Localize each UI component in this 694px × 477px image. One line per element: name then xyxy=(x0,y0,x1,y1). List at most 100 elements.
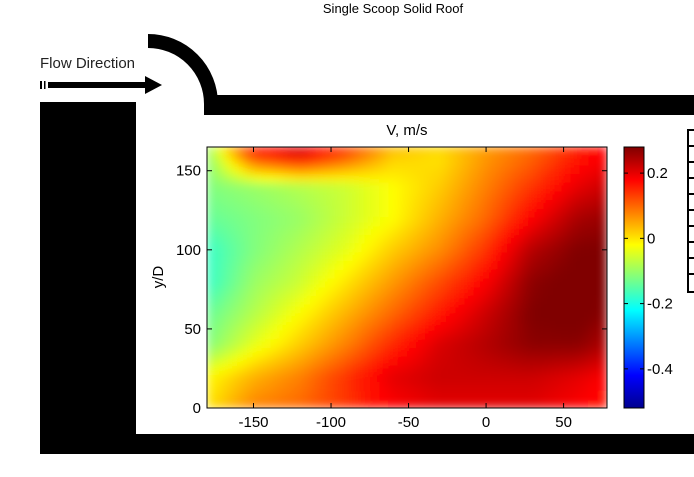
heatmap-cell xyxy=(215,329,226,339)
heatmap-cell xyxy=(224,364,235,374)
heatmap-cell xyxy=(297,355,308,365)
heatmap-cell xyxy=(451,390,463,400)
heatmap-cell xyxy=(433,190,444,200)
heatmap-cell xyxy=(242,285,253,296)
heatmap-cell xyxy=(542,398,553,408)
heatmap-cell xyxy=(515,268,526,278)
heatmap-cell xyxy=(361,155,372,165)
heatmap-cell xyxy=(270,294,281,305)
heatmap-cell xyxy=(479,311,490,322)
heatmap-cell xyxy=(524,355,535,365)
heatmap-cell xyxy=(388,190,399,200)
heatmap-cell xyxy=(306,372,317,383)
heatmap-cell xyxy=(479,250,490,261)
heatmap-cell xyxy=(279,329,290,339)
heatmap-cell xyxy=(551,398,563,408)
heatmap-cell xyxy=(515,163,526,174)
heatmap-cell xyxy=(397,259,408,270)
heatmap-cell xyxy=(288,163,299,174)
heatmap-cell xyxy=(588,224,599,235)
heatmap-cell xyxy=(551,268,563,278)
heatmap-cell xyxy=(451,320,463,331)
heatmap-cell xyxy=(442,147,453,157)
heatmap-cell xyxy=(251,364,263,374)
heatmap-cell xyxy=(233,242,244,252)
heatmap-cell xyxy=(470,277,481,287)
heatmap-cell xyxy=(424,311,435,322)
heatmap-cell xyxy=(215,250,226,261)
heatmap-cell xyxy=(342,207,353,218)
heatmap-cell xyxy=(433,346,444,357)
heatmap-cell xyxy=(261,294,272,305)
heatmap-cell xyxy=(224,242,235,252)
heatmap-cell xyxy=(488,163,499,174)
heatmap-cell xyxy=(379,190,390,200)
heatmap-cell xyxy=(315,163,326,174)
heatmap-cell xyxy=(551,242,563,252)
heatmap-cell xyxy=(442,242,453,252)
heatmap-cell xyxy=(433,216,444,226)
heatmap-cell xyxy=(306,303,317,313)
heatmap-cell xyxy=(433,355,444,365)
heatmap-cell xyxy=(324,355,335,365)
heatmap-cell xyxy=(351,181,363,191)
heatmap-cell xyxy=(342,303,353,313)
heatmap-cell xyxy=(207,346,217,357)
heatmap-cell xyxy=(506,381,517,392)
heatmap-cell xyxy=(597,250,607,261)
heatmap-cell xyxy=(415,311,426,322)
heatmap-cell xyxy=(415,233,426,244)
heatmap-cell xyxy=(251,303,263,313)
heatmap-cell xyxy=(488,285,499,296)
heatmap-cell xyxy=(251,233,263,244)
heatmap-cell xyxy=(451,242,463,252)
heatmap-cell xyxy=(461,190,472,200)
heatmap-cell xyxy=(479,372,490,383)
heatmap-cell xyxy=(333,372,344,383)
heatmap-cell xyxy=(570,216,581,226)
heatmap-cell xyxy=(506,259,517,270)
heatmap-cell xyxy=(451,233,463,244)
heatmap-cell xyxy=(333,190,344,200)
heatmap-cell xyxy=(306,320,317,331)
heatmap-cell xyxy=(506,155,517,165)
heatmap-cell xyxy=(442,303,453,313)
heatmap-cell xyxy=(515,294,526,305)
heatmap-cell xyxy=(251,372,263,383)
heatmap-cell xyxy=(451,163,463,174)
heatmap-cell xyxy=(551,311,563,322)
heatmap-cell xyxy=(233,163,244,174)
heatmap-cell xyxy=(279,285,290,296)
heatmap-cell xyxy=(406,381,417,392)
heatmap-cell xyxy=(215,172,226,183)
heatmap-cell xyxy=(279,390,290,400)
heatmap-cell xyxy=(370,233,381,244)
heatmap-cell xyxy=(233,147,244,157)
heatmap-cell xyxy=(370,242,381,252)
heatmap-cell xyxy=(297,303,308,313)
heatmap-cell xyxy=(251,147,263,157)
heatmap-cell xyxy=(561,163,572,174)
heatmap-cell xyxy=(370,381,381,392)
heatmap-cell xyxy=(588,172,599,183)
heatmap-cell xyxy=(270,242,281,252)
heatmap-cell xyxy=(306,207,317,218)
heatmap-cell xyxy=(561,190,572,200)
heatmap-cell xyxy=(424,172,435,183)
heatmap-cell xyxy=(497,320,508,331)
heatmap-cell xyxy=(542,242,553,252)
heatmap-cell xyxy=(279,259,290,270)
heatmap-cell xyxy=(324,294,335,305)
heatmap-cell xyxy=(388,346,399,357)
heatmap-cell xyxy=(379,311,390,322)
heatmap-cell xyxy=(588,329,599,339)
heatmap-cell xyxy=(479,337,490,348)
heatmap-cell xyxy=(424,147,435,157)
heatmap-cell xyxy=(270,233,281,244)
heatmap-cell xyxy=(388,311,399,322)
heatmap-cell xyxy=(579,294,590,305)
heatmap-cell xyxy=(224,216,235,226)
heatmap-cell xyxy=(207,337,217,348)
heatmap-cell xyxy=(379,233,390,244)
heatmap-cell xyxy=(442,233,453,244)
